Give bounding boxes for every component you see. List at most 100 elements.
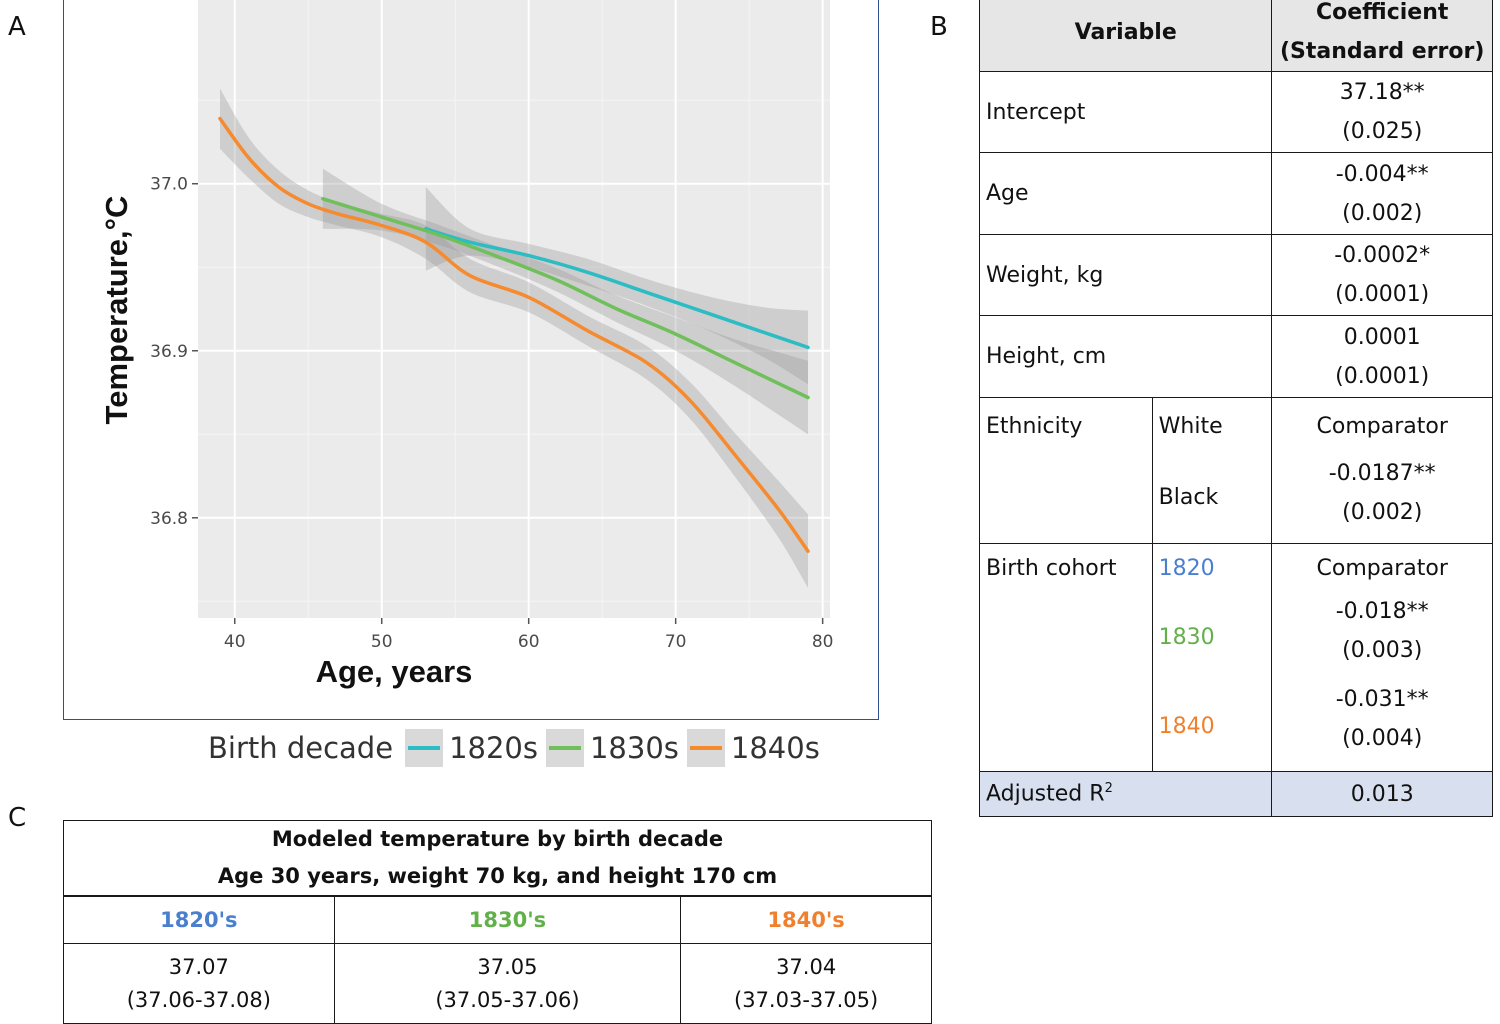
row-label-weight: Weight, kg — [978, 234, 1273, 316]
ethnicity-levels: White Black — [1152, 397, 1273, 544]
panel-label-c: C — [8, 803, 27, 833]
ci-1820s: (37.06-37.08) — [126, 987, 271, 1012]
value-1820: Comparator — [1316, 556, 1448, 581]
row-value-weight: -0.0002* (0.0001) — [1271, 234, 1493, 316]
value-1820s: 37.07 — [168, 954, 229, 979]
cohort-values: Comparator -0.018** (0.003) -0.031** (0.… — [1271, 543, 1493, 772]
header-variable: Variable — [978, 0, 1273, 72]
x-tick-label: 40 — [224, 632, 246, 652]
table-row: Adjusted R2 0.013 — [978, 771, 1493, 817]
table-row: Birth cohort 1820 1830 1840 Comparator -… — [979, 543, 1493, 772]
r2-superscript: 2 — [1104, 781, 1113, 797]
ci-1830s: (37.05-37.06) — [435, 987, 580, 1012]
series-line-1830s — [321, 197, 810, 400]
column-head-1840s: 1840's — [680, 895, 932, 944]
coef-black: -0.0187** — [1328, 461, 1436, 486]
x-tick-label: 60 — [518, 632, 540, 652]
line-layer — [218, 116, 810, 553]
table-row: Weight, kg -0.0002* (0.0001) — [978, 234, 1493, 316]
row-label-ethnicity: Ethnicity — [979, 397, 1153, 544]
value-cell-1830s: 37.05 (37.05-37.06) — [333, 943, 682, 1024]
se-age: (0.002) — [1342, 200, 1423, 226]
coef-1830: -0.018** — [1335, 599, 1429, 624]
se-height: (0.0001) — [1335, 363, 1430, 389]
modeled-temperature-table: Modeled temperature by birth decade Age … — [63, 820, 932, 1024]
regression-table: Variable Coefficient (Standard error) In… — [978, 0, 1493, 817]
y-tick-label: 37.0 — [150, 175, 188, 195]
legend-key-1830s — [545, 729, 584, 767]
y-tick-label: 36.9 — [150, 342, 188, 362]
row-value-intercept: 37.18** (0.025) — [1271, 71, 1493, 153]
legend-item-1830s: 1830s — [545, 729, 679, 767]
level-black: Black — [1158, 485, 1219, 510]
table-c-header-row: 1820's 1830's 1840's — [63, 895, 932, 944]
value-cell-1820s: 37.07 (37.06-37.08) — [63, 943, 335, 1024]
x-tick-label: 50 — [371, 632, 393, 652]
coef-intercept: 37.18** — [1339, 80, 1425, 105]
se-1830: (0.003) — [1342, 638, 1423, 663]
column-head-1830s: 1830's — [333, 895, 682, 944]
table-row: Height, cm 0.0001 (0.0001) — [978, 315, 1493, 398]
legend-key-1840s — [686, 729, 725, 767]
row-value-height: 0.0001 (0.0001) — [1271, 315, 1493, 398]
legend-label-1820s: 1820s — [449, 731, 538, 765]
legend-label-1830s: 1830s — [589, 731, 679, 765]
table-c-value-row: 37.07 (37.06-37.08) 37.05 (37.05-37.06) … — [63, 943, 932, 1024]
chart-legend: Birth decade 1820s 1830s 1840s — [208, 728, 828, 768]
level-1840: 1840 — [1158, 714, 1215, 739]
series-line-1840s — [218, 116, 810, 553]
legend-label-1840s: 1840s — [730, 731, 820, 765]
row-value-r2: 0.013 — [1271, 771, 1493, 817]
panel-label-b: B — [930, 12, 948, 42]
grid-layer — [198, 0, 830, 618]
table-row: Intercept 37.18** (0.025) — [978, 71, 1493, 153]
table-c-title-line2: Age 30 years, weight 70 kg, and height 1… — [217, 864, 778, 888]
header-coefficient: Coefficient (Standard error) — [1271, 0, 1493, 72]
x-tick-label: 80 — [812, 632, 834, 652]
tick-layer: 40 50 60 70 80 36.8 36.9 37.0 — [150, 175, 833, 652]
header-coef-line2: (Standard error) — [1279, 39, 1485, 64]
value-1840s: 37.04 — [776, 954, 837, 979]
coef-age: -0.004** — [1335, 161, 1429, 187]
row-label-cohort: Birth cohort — [979, 543, 1153, 772]
row-label-intercept: Intercept — [978, 71, 1273, 153]
series-line-1820s — [424, 227, 810, 350]
r2-label: Adjusted R — [986, 781, 1105, 807]
panel-label-a: A — [8, 12, 26, 42]
row-value-age: -0.004** (0.002) — [1271, 152, 1493, 235]
ethnicity-values: Comparator -0.0187** (0.002) — [1271, 397, 1493, 544]
table-c-title-line1: Modeled temperature by birth decade — [271, 827, 724, 851]
x-tick-label: 70 — [665, 632, 687, 652]
chart-frame — [63, 0, 879, 720]
coef-weight: -0.0002* — [1334, 243, 1431, 268]
value-cell-1840s: 37.04 (37.03-37.05) — [680, 943, 932, 1024]
legend-key-1820s — [405, 729, 444, 767]
temperature-chart: 40 50 60 70 80 36.8 36.9 37.0 Age, years Temper… — [99, 0, 833, 689]
y-axis-title: Temperature,°C — [99, 196, 134, 425]
se-intercept: (0.025) — [1342, 119, 1423, 144]
row-label-age: Age — [978, 152, 1273, 235]
se-1840: (0.004) — [1342, 726, 1423, 751]
level-1820: 1820 — [1158, 556, 1215, 581]
legend-item-1820s: 1820s — [405, 729, 538, 767]
table-row: Ethnicity White Black Comparator -0.0187… — [979, 397, 1493, 544]
column-head-1820s: 1820's — [63, 895, 335, 944]
legend-title: Birth decade — [208, 731, 394, 765]
ci-band-1820s — [425, 187, 808, 385]
table-row: Age -0.004** (0.002) — [978, 152, 1493, 235]
row-label-height: Height, cm — [978, 315, 1273, 398]
table-b-header-row: Variable Coefficient (Standard error) — [978, 0, 1493, 72]
row-label-r2: Adjusted R2 — [978, 771, 1273, 817]
table-c-title: Modeled temperature by birth decade Age … — [63, 820, 932, 897]
legend-item-1840s: 1840s — [686, 729, 820, 767]
table-c-title-row: Modeled temperature by birth decade Age … — [63, 820, 932, 897]
plot-background — [198, 0, 830, 618]
se-black: (0.002) — [1342, 500, 1423, 525]
ci-1840s: (37.03-37.05) — [734, 987, 879, 1012]
y-tick-label: 36.8 — [150, 509, 188, 529]
level-white: White — [1158, 414, 1223, 439]
value-white: Comparator — [1316, 414, 1448, 439]
coef-height: 0.0001 — [1343, 324, 1421, 350]
x-axis-title: Age, years — [316, 654, 473, 689]
header-coef-line1: Coefficient — [1316, 0, 1449, 25]
